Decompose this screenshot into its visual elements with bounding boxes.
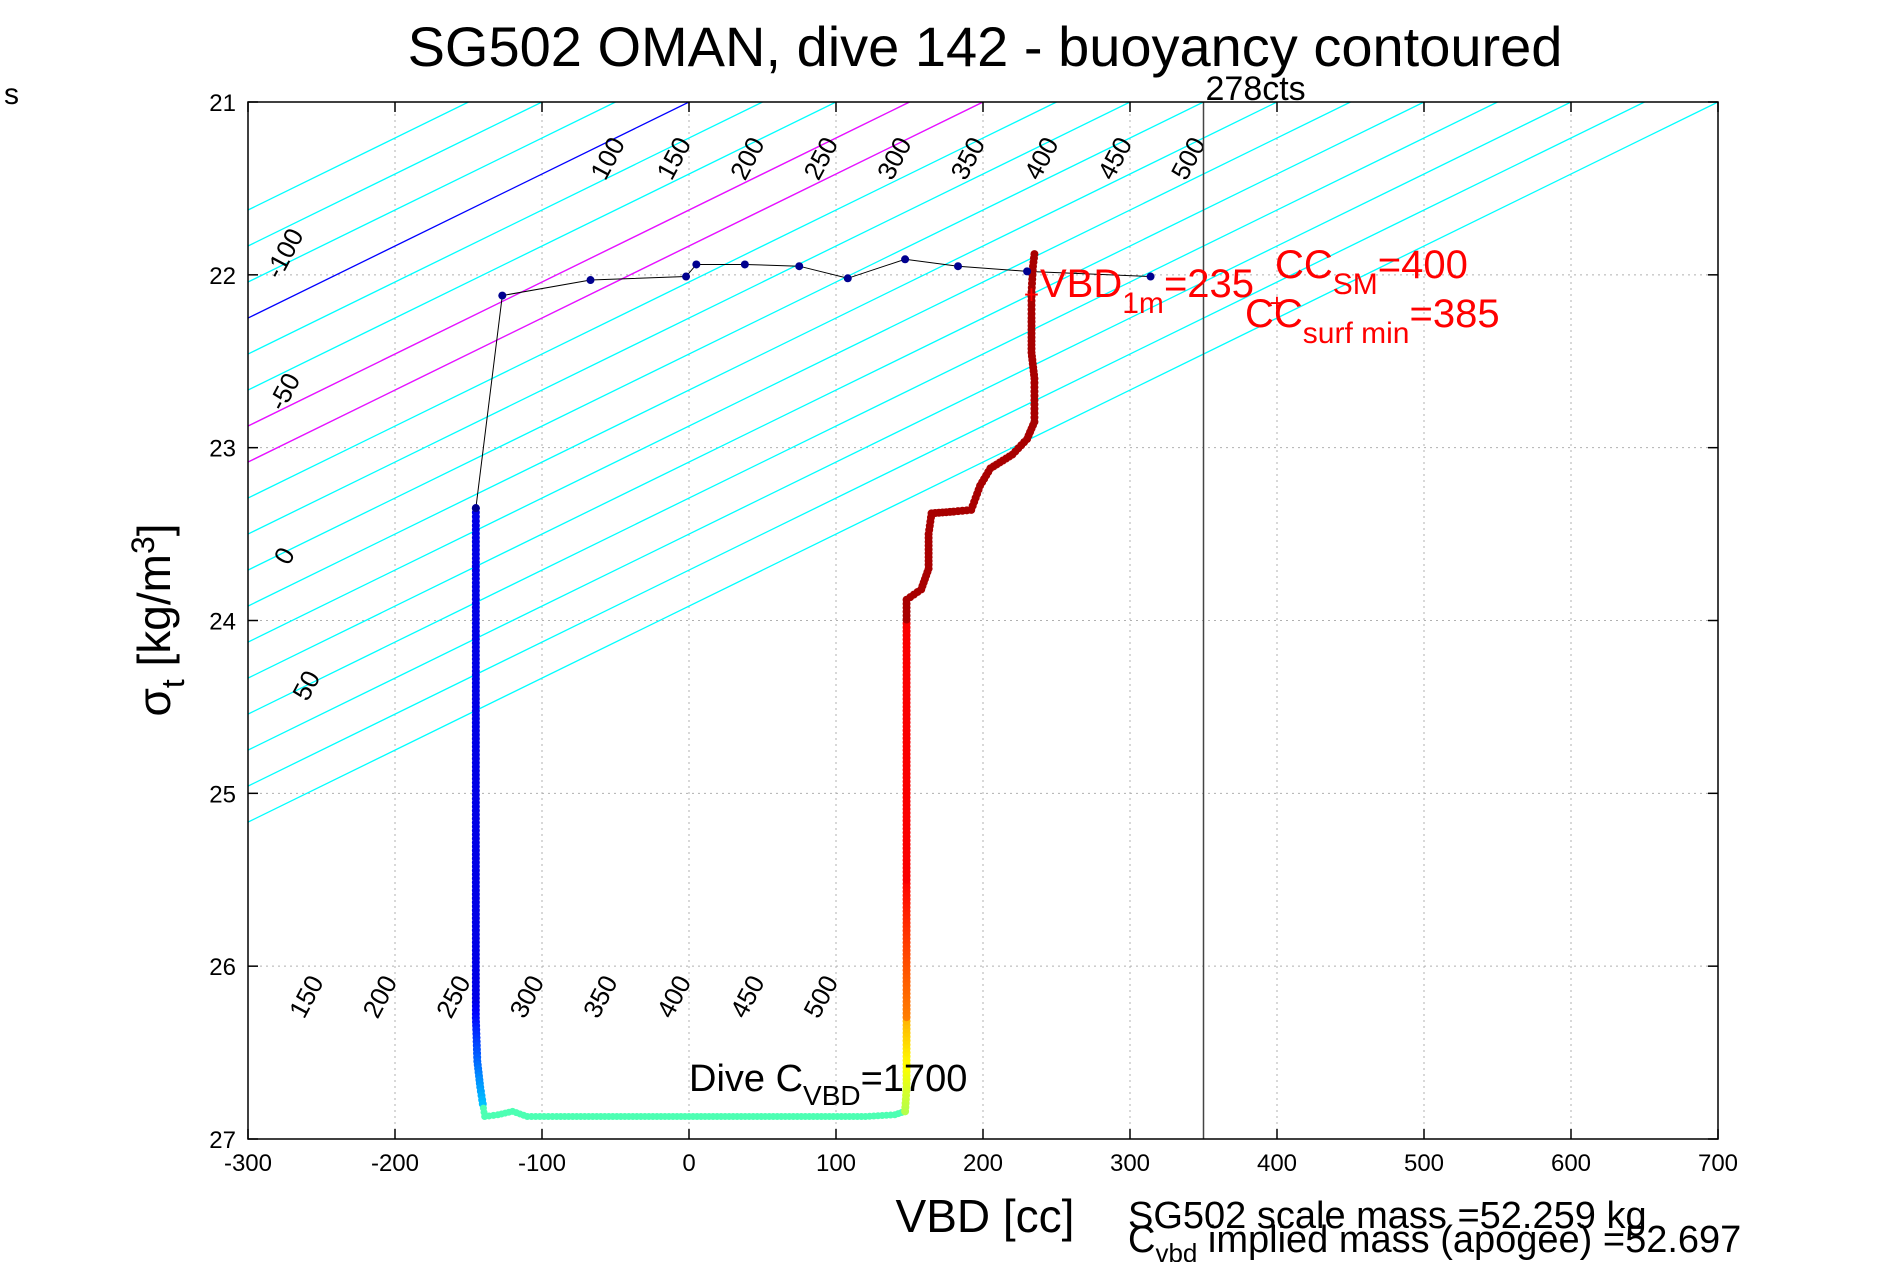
cc-sm-post: =400 (1378, 243, 1468, 287)
x-axis-label: VBD [cc] (896, 1190, 1075, 1242)
surface-point (954, 262, 963, 271)
surface-point (692, 260, 701, 269)
surface-line (475, 258, 1151, 509)
contour-line-cyan (248, 102, 763, 355)
x-tick-label: 500 (1404, 1150, 1444, 1177)
contour-line-cyan (248, 102, 1131, 535)
contour-line-magenta (248, 102, 984, 463)
x-tick-label: -300 (224, 1150, 272, 1177)
surface-point (498, 291, 507, 300)
contour-line-cyan (248, 102, 837, 391)
cc-surf-post: =385 (1409, 292, 1499, 336)
implied-mass-post: implied mass (apogee) =52.697 (1197, 1219, 1741, 1261)
contour-line-cyan (248, 102, 1718, 823)
contour-line-cyan (248, 102, 616, 283)
dive-cvbd-post: =1700 (861, 1058, 968, 1100)
side-label: s (4, 78, 19, 111)
y-axis-label-sup: 3 (125, 536, 161, 554)
x-tick-label: 700 (1698, 1150, 1738, 1177)
surface-point (471, 504, 480, 513)
x-tick-label: 100 (816, 1150, 856, 1177)
x-tick-label: 0 (682, 1150, 695, 1177)
contour-line-cyan (248, 102, 1057, 499)
annotation-implied-mass: Cvbd implied mass (apogee) =52.697 (1128, 1219, 1741, 1262)
cc-surf-pre: CC (1245, 292, 1303, 336)
y-tick-label: 23 (209, 436, 236, 463)
surface-point (740, 260, 749, 269)
surface-point (1146, 272, 1155, 281)
ticks: -300 -200 -100 0 100 200 300 400 500 600 700 21 22 23… (209, 90, 1738, 1177)
cc-surf-sub: surf min (1303, 317, 1410, 350)
implied-mass-sub: vbd (1155, 1238, 1197, 1262)
contour-line-cyan (248, 102, 1425, 679)
x-tick-label: 400 (1257, 1150, 1297, 1177)
y-axis-label: σt [kg/m3] (125, 523, 191, 716)
y-tick-label: 21 (209, 90, 236, 117)
y-tick-label: 27 (209, 1127, 236, 1154)
y-axis-label-main: σ (128, 688, 180, 716)
contour-line-blue (248, 102, 690, 319)
implied-mass-pre: C (1128, 1219, 1155, 1261)
surface-point (682, 272, 691, 281)
annotation-cc-surf-min: CCsurf min=385 (1245, 292, 1500, 350)
grid (248, 102, 1718, 1139)
trajectory (471, 250, 1155, 1121)
contour-line-cyan (248, 102, 1572, 751)
surface-point (1023, 267, 1032, 276)
cc-sm-pre: CC (1275, 243, 1333, 287)
y-tick-label: 22 (209, 263, 236, 290)
contour-line-cyan (248, 102, 1204, 571)
contour-line-cyan (248, 102, 1498, 715)
dive-cvbd-sub: VBD (803, 1080, 861, 1111)
plus-marker: + (1269, 288, 1284, 318)
cc-sm-sub: SM (1333, 268, 1378, 301)
chart-title: SG502 OMAN, dive 142 - buoyancy contoure… (408, 15, 1563, 78)
y-tick-label: 25 (209, 781, 236, 808)
climb-point (1030, 250, 1039, 259)
surface-point (901, 255, 910, 264)
annotation-cc-sm: CCSM=400 (1275, 243, 1468, 301)
surface-point (795, 262, 804, 271)
contour-line-magenta (248, 102, 910, 427)
vbd-1m-pre: VBD (1040, 262, 1122, 306)
vbd-1m-sub: 1m (1122, 287, 1164, 320)
x-tick-label: 300 (1110, 1150, 1150, 1177)
x-tick-label: -200 (371, 1150, 419, 1177)
dive-cvbd-pre: Dive C (689, 1058, 803, 1100)
y-tick-label: 26 (209, 954, 236, 981)
markers: + + (1024, 280, 1285, 319)
annotation-dive-cvbd: Dive CVBD=1700 (689, 1058, 967, 1111)
surface-point (586, 276, 595, 285)
contours (248, 102, 1718, 823)
x-tick-label: 200 (963, 1150, 1003, 1177)
y-axis-label-close: ] (128, 523, 180, 536)
annotation-vbd-1m: VBD1m=235 (1040, 262, 1254, 320)
contour-line-cyan (248, 102, 1351, 643)
plus-marker: + (1024, 280, 1039, 310)
y-tick-label: 24 (209, 609, 236, 636)
x-tick-label: 600 (1551, 1150, 1591, 1177)
surface-point (843, 274, 852, 283)
x-tick-label: -100 (518, 1150, 566, 1177)
annotation-scale-mass: SG502 scale mass =52.259 kg (1128, 1195, 1647, 1237)
contour-line-cyan (248, 102, 1645, 787)
y-axis-label-sub: t (155, 679, 191, 688)
vbd-1m-post: =235 (1164, 262, 1254, 306)
y-axis-label-unit: [kg/m (128, 554, 180, 679)
contour-line-cyan (248, 102, 1278, 607)
